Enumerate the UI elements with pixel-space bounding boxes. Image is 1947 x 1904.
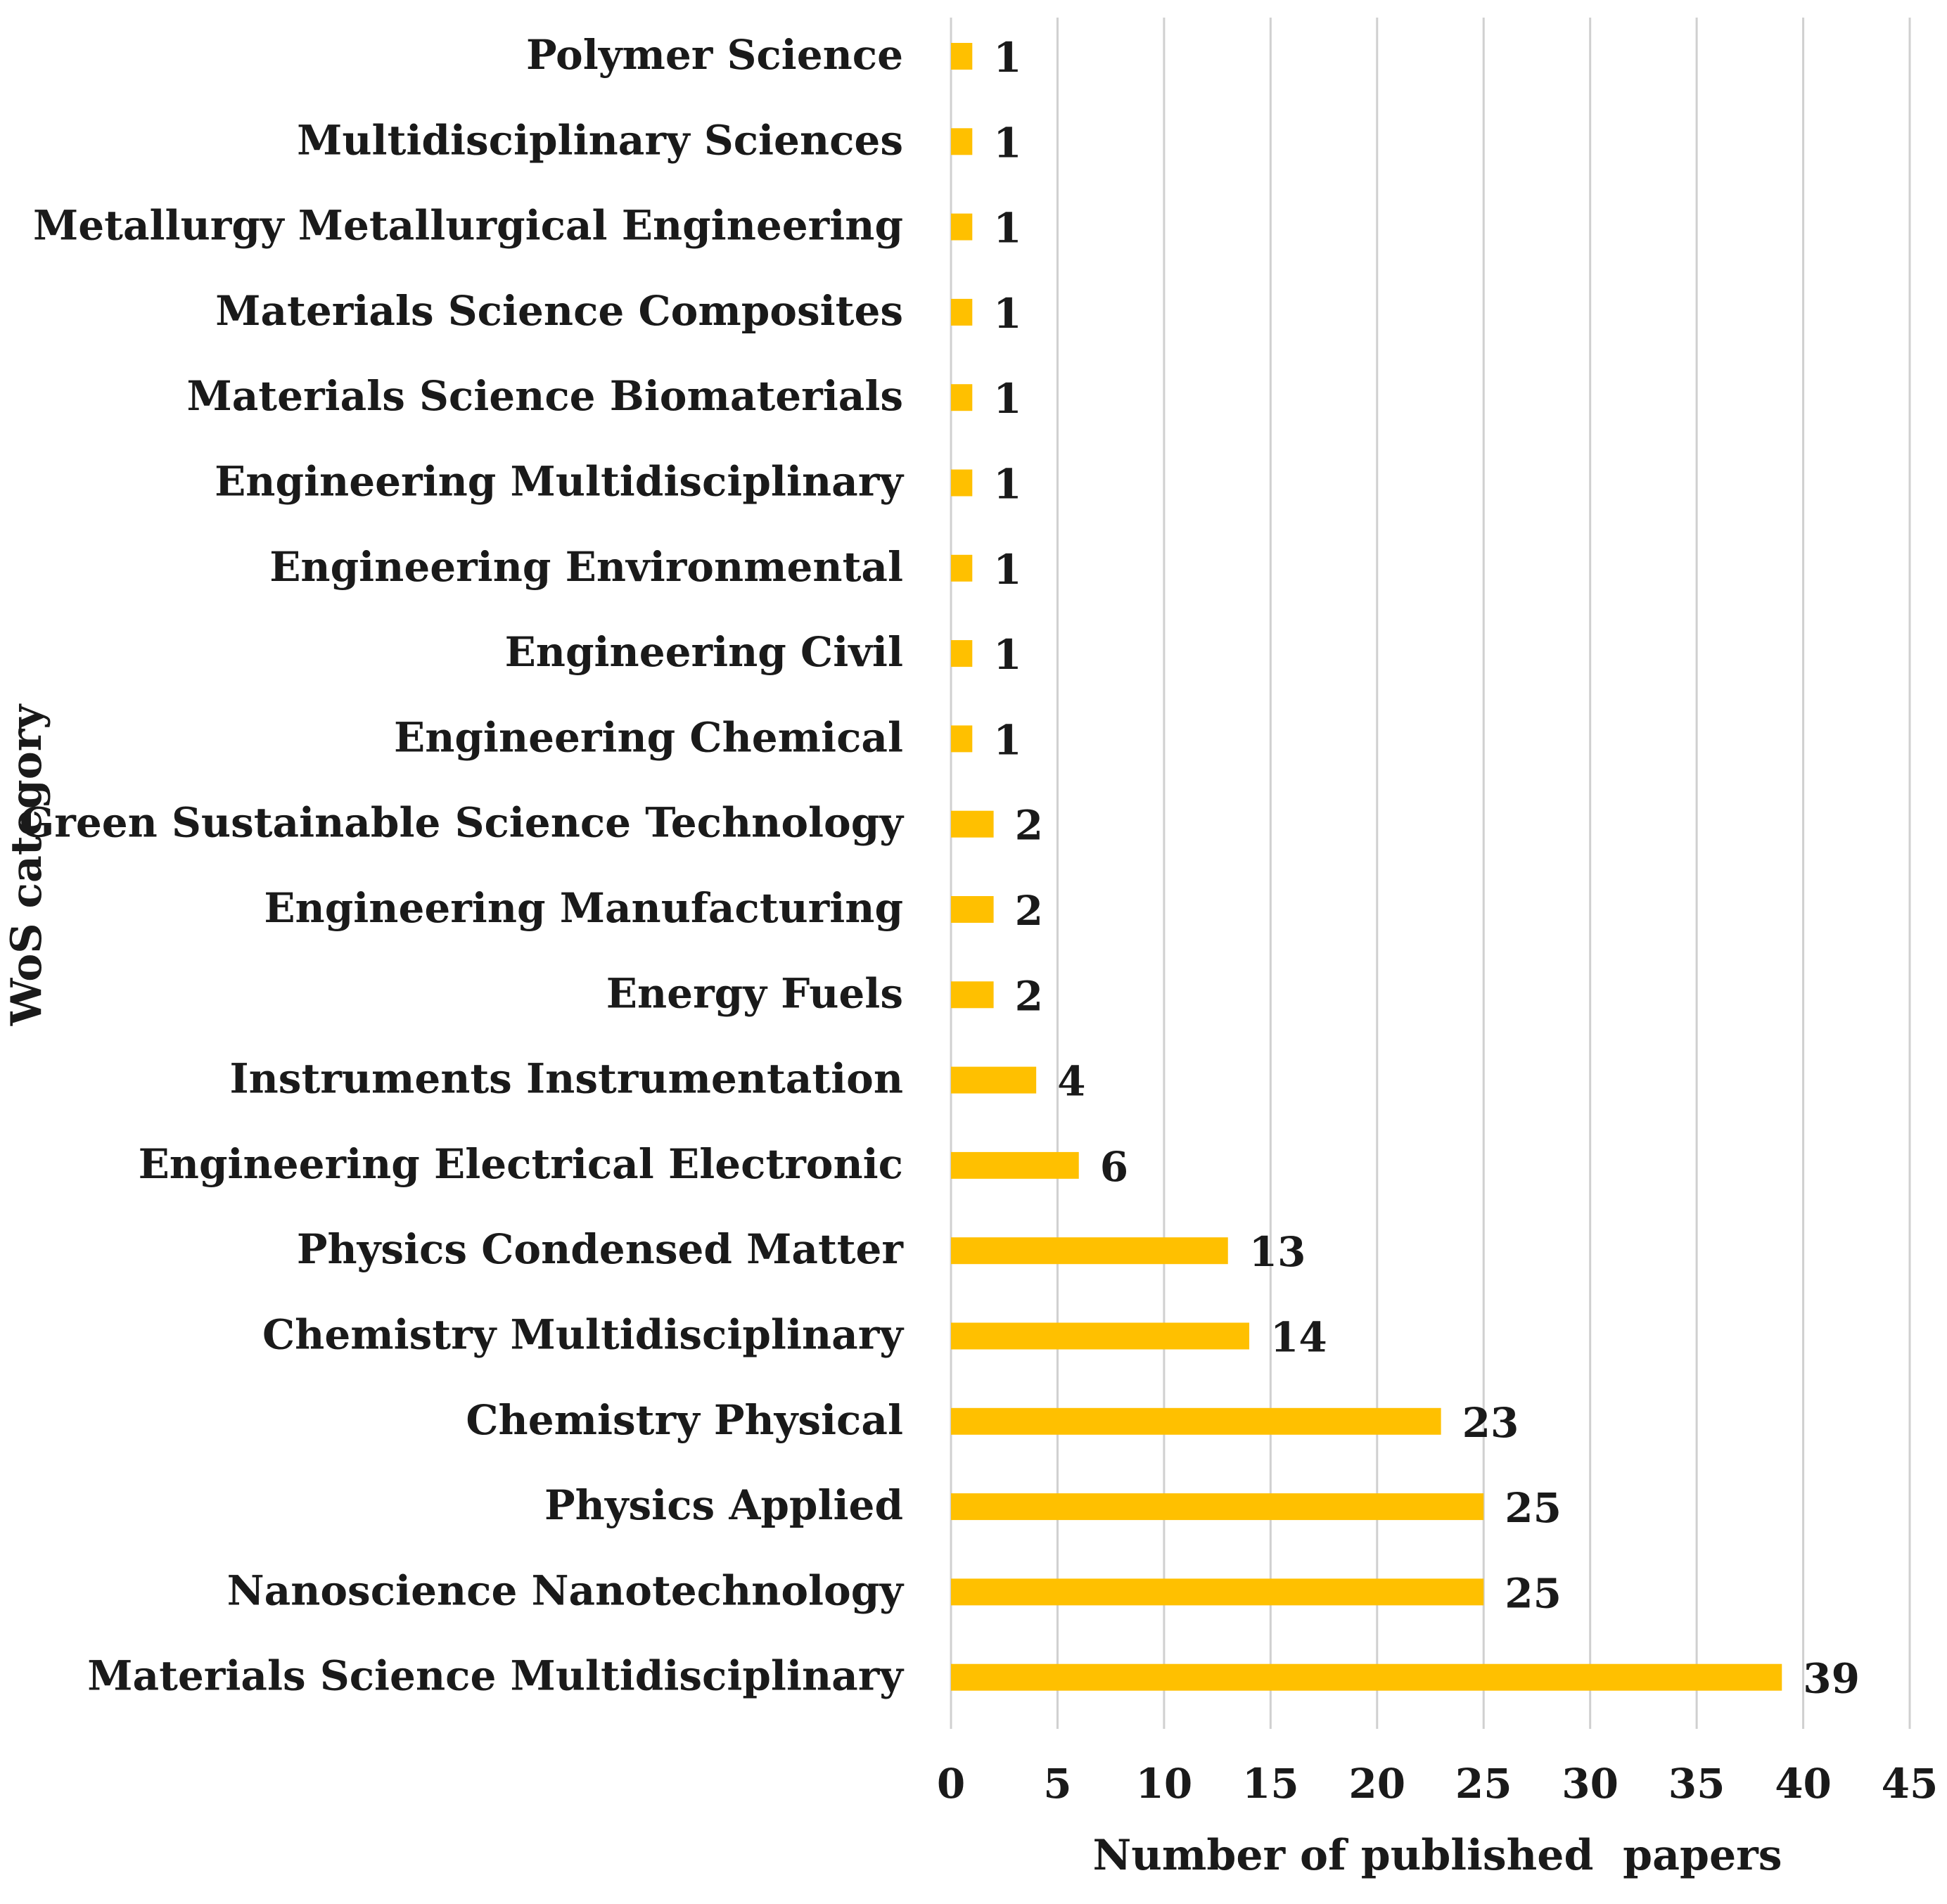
category-label: Instruments Instrumentation bbox=[229, 1055, 903, 1103]
bar bbox=[951, 810, 994, 838]
category-label: Energy Fuels bbox=[606, 969, 903, 1017]
x-tick-label: 45 bbox=[1882, 1760, 1939, 1808]
category-label: Physics Condensed Matter bbox=[297, 1225, 905, 1273]
category-label: Nanoscience Nanotechnology bbox=[227, 1566, 905, 1614]
category-label: Chemistry Physical bbox=[466, 1396, 903, 1444]
data-label: 1 bbox=[993, 716, 1021, 764]
bar bbox=[951, 213, 973, 241]
category-label: Metallurgy Metallurgical Engineering bbox=[33, 202, 903, 250]
bar bbox=[951, 1578, 1484, 1606]
data-label: 1 bbox=[993, 34, 1021, 82]
bar bbox=[951, 981, 994, 1009]
category-label: Green Sustainable Science Technology bbox=[20, 799, 905, 847]
data-label: 25 bbox=[1505, 1569, 1562, 1617]
x-tick-label: 5 bbox=[1043, 1760, 1071, 1808]
data-label: 1 bbox=[993, 375, 1021, 423]
bars bbox=[951, 43, 1782, 1691]
x-tick-label: 10 bbox=[1136, 1760, 1193, 1808]
data-label: 1 bbox=[993, 461, 1021, 509]
data-label: 1 bbox=[993, 119, 1021, 167]
category-label: Materials Science Biomaterials bbox=[187, 372, 903, 420]
bar bbox=[951, 896, 994, 923]
bar bbox=[951, 1493, 1484, 1521]
category-labels: Polymer Science Multidisciplinary Science… bbox=[20, 31, 905, 1700]
data-label: 14 bbox=[1270, 1314, 1327, 1362]
bar bbox=[951, 725, 973, 753]
bar bbox=[951, 298, 973, 326]
bar bbox=[951, 554, 973, 582]
bar bbox=[951, 384, 973, 411]
bar bbox=[951, 128, 973, 155]
x-tick-label: 40 bbox=[1775, 1760, 1832, 1808]
bar bbox=[951, 43, 973, 70]
data-label: 1 bbox=[993, 290, 1021, 338]
data-label: 25 bbox=[1505, 1484, 1562, 1532]
category-label: Engineering Environmental bbox=[269, 543, 903, 591]
category-label: Engineering Civil bbox=[505, 628, 903, 676]
data-label: 1 bbox=[993, 546, 1021, 594]
bar bbox=[951, 640, 973, 667]
category-label: Engineering Manufacturing bbox=[264, 884, 903, 932]
category-label: Polymer Science bbox=[526, 31, 903, 79]
bar bbox=[951, 1066, 1037, 1094]
category-label: Engineering Chemical bbox=[394, 713, 903, 761]
category-label: Engineering Multidisciplinary bbox=[215, 458, 905, 506]
data-label: 6 bbox=[1100, 1143, 1128, 1191]
category-label: Engineering Electrical Electronic bbox=[139, 1140, 903, 1188]
data-label: 2 bbox=[1015, 972, 1043, 1020]
data-label: 1 bbox=[993, 205, 1021, 253]
bar bbox=[951, 1151, 1079, 1179]
data-label: 39 bbox=[1803, 1655, 1860, 1703]
data-label: 2 bbox=[1015, 887, 1043, 935]
data-label: 13 bbox=[1249, 1228, 1306, 1276]
data-label: 4 bbox=[1057, 1058, 1085, 1106]
category-label: Chemistry Multidisciplinary bbox=[262, 1311, 905, 1359]
bar bbox=[951, 469, 973, 497]
bar bbox=[951, 1322, 1250, 1350]
bar bbox=[951, 1407, 1441, 1435]
category-label: Materials Science Multidisciplinary bbox=[87, 1652, 905, 1700]
category-label: Multidisciplinary Sciences bbox=[297, 116, 903, 164]
y-axis-title: WoS category bbox=[2, 703, 51, 1027]
x-tick-label: 35 bbox=[1668, 1760, 1725, 1808]
x-tick-label: 30 bbox=[1562, 1760, 1619, 1808]
gridlines bbox=[950, 18, 1911, 1729]
x-tick-label: 20 bbox=[1348, 1760, 1405, 1808]
x-tick-label: 15 bbox=[1242, 1760, 1299, 1808]
bar bbox=[951, 1237, 1228, 1265]
x-tick-label: 0 bbox=[937, 1760, 965, 1808]
bar bbox=[951, 1663, 1782, 1691]
x-axis-ticks: 0 5 10 15 20 25 30 35 40 45 bbox=[937, 1760, 1939, 1808]
category-label: Physics Applied bbox=[544, 1481, 903, 1529]
x-axis-title: Number of published papers bbox=[1092, 1831, 1782, 1880]
category-label: Materials Science Composites bbox=[215, 287, 903, 335]
x-tick-label: 25 bbox=[1455, 1760, 1512, 1808]
data-label: 23 bbox=[1462, 1399, 1519, 1447]
data-label: 1 bbox=[993, 631, 1021, 679]
data-label: 2 bbox=[1015, 802, 1043, 850]
